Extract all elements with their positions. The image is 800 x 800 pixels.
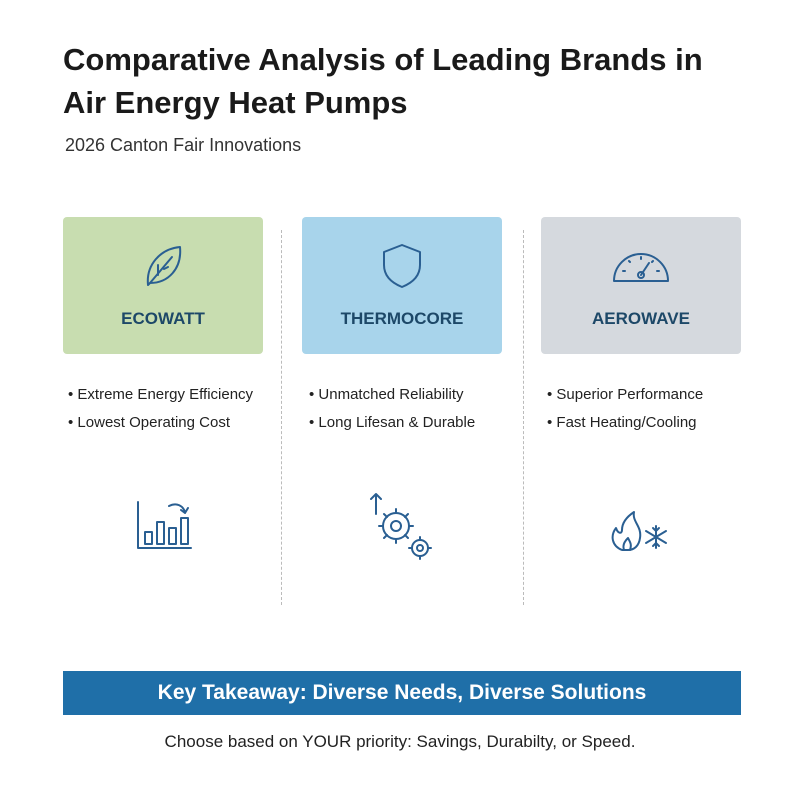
brand-card: ECOWATT xyxy=(63,217,263,354)
point: Long Lifesan & Durable xyxy=(318,414,476,431)
point: Unmatched Reliability xyxy=(318,386,464,403)
point: Fast Heating/Cooling xyxy=(556,414,697,431)
bullet: • Superior Performance xyxy=(547,386,704,403)
point: Lowest Operating Cost xyxy=(77,414,230,431)
chart-icon xyxy=(137,501,192,549)
shield-icon xyxy=(383,244,421,288)
bullet: • Long Lifesan & Durable xyxy=(309,414,476,431)
bullet: • Fast Heating/Cooling xyxy=(547,414,697,431)
takeaway-title: Key Takeaway: Diverse Needs, Diverse Sol… xyxy=(157,681,647,704)
brand-card: AEROWAVE xyxy=(541,217,741,354)
leaf-icon xyxy=(146,246,182,286)
brand-name: AEROWAVE xyxy=(592,309,690,328)
brand-card: THERMOCORE xyxy=(302,217,502,354)
title: Comparative Analysis of Leading Brands i… xyxy=(63,42,703,120)
takeaway-banner: Key Takeaway: Diverse Needs, Diverse Sol… xyxy=(63,671,741,715)
brand-name: ECOWATT xyxy=(121,309,205,328)
point: Superior Performance xyxy=(556,386,704,403)
divider xyxy=(281,230,282,605)
gears-icon xyxy=(370,493,432,560)
subtitle: 2026 Canton Fair Innovations xyxy=(65,135,302,155)
bullet: • Unmatched Reliability xyxy=(309,386,464,403)
gauge-icon xyxy=(613,253,669,282)
fire-snow-icon xyxy=(611,511,667,551)
takeaway-text: Choose based on YOUR priority: Savings, … xyxy=(164,732,636,751)
divider xyxy=(523,230,524,605)
bullet: • Lowest Operating Cost xyxy=(68,414,230,431)
point: Extreme Energy Efficiency xyxy=(77,386,254,403)
brand-name: THERMOCORE xyxy=(340,309,464,328)
bullet: • Extreme Energy Efficiency xyxy=(68,386,254,403)
